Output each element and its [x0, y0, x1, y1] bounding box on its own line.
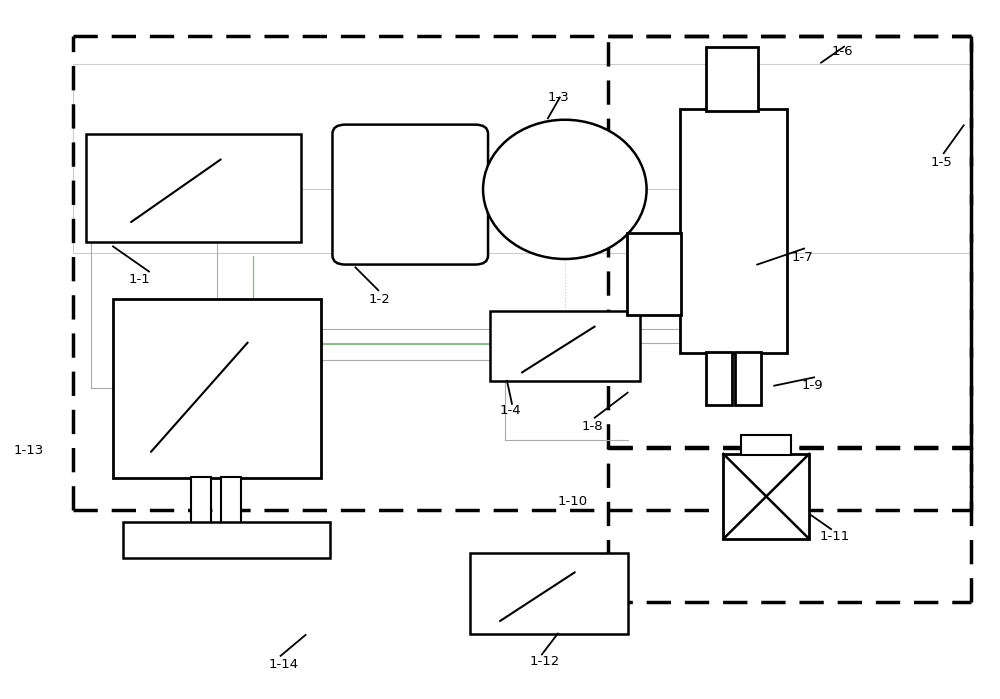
Text: 1-2: 1-2	[368, 293, 390, 306]
Bar	[123, 522, 330, 559]
Bar	[86, 134, 301, 242]
Text: 1-3: 1-3	[548, 91, 570, 104]
Bar	[680, 109, 787, 353]
Bar	[627, 233, 681, 315]
FancyBboxPatch shape	[332, 124, 488, 264]
Bar	[221, 477, 241, 524]
Bar	[470, 554, 628, 633]
Bar	[741, 435, 791, 454]
Bar	[706, 47, 758, 110]
Bar	[191, 477, 211, 524]
Text: 1-13: 1-13	[13, 444, 44, 457]
Bar	[706, 352, 732, 405]
Text: 1-11: 1-11	[819, 530, 849, 542]
Bar	[113, 298, 320, 478]
Text: 1-10: 1-10	[558, 495, 588, 507]
Ellipse shape	[483, 120, 647, 259]
Text: 1-5: 1-5	[931, 157, 953, 169]
Bar	[73, 64, 971, 254]
Text: 1-6: 1-6	[831, 45, 853, 58]
Text: 1-7: 1-7	[791, 251, 813, 264]
Bar	[723, 454, 809, 539]
Bar	[490, 311, 640, 381]
Text: 1-14: 1-14	[269, 658, 299, 671]
Text: 1-9: 1-9	[801, 379, 823, 392]
Text: 1-12: 1-12	[530, 655, 560, 668]
Bar	[735, 352, 761, 405]
Text: 1-1: 1-1	[129, 273, 151, 287]
Text: 1-4: 1-4	[500, 404, 522, 417]
Text: 1-8: 1-8	[582, 419, 603, 433]
